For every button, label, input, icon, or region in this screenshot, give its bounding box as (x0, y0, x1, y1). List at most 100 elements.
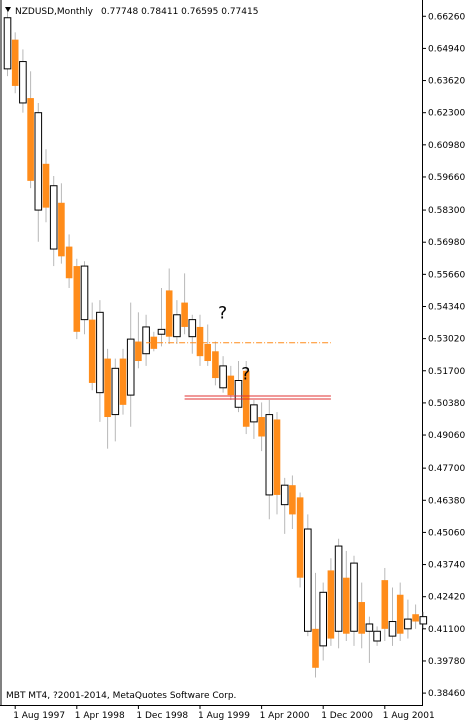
time-tick-label: 1 Dec 1998 (136, 711, 188, 721)
price-tick-label: 0.53020 (428, 335, 465, 345)
candle (119, 348, 127, 415)
bear-candle-body (196, 326, 204, 357)
time-tick-label: 1 Aug 1999 (198, 711, 250, 721)
candle (11, 32, 19, 94)
bear-candle-body (204, 343, 211, 362)
candle (258, 402, 265, 452)
levels-layer (146, 342, 331, 400)
price-tick-label: 0.45060 (428, 528, 465, 538)
bear-candle-body (296, 497, 304, 578)
bear-candle-body (165, 290, 173, 337)
candle (196, 314, 204, 366)
copyright-label: MBT MT4, ?2001-2014, MetaQuotes Software… (6, 691, 236, 701)
candle (19, 49, 27, 113)
bull-candle-body (319, 591, 327, 647)
time-tick-label: 1 Aug 1997 (13, 711, 65, 721)
bull-candle-body (49, 185, 58, 250)
candle (104, 348, 111, 449)
price-tick-label: 0.51700 (428, 367, 465, 377)
candle (150, 331, 158, 352)
price-tick-label: 0.47700 (428, 464, 465, 474)
bear-candle-body (289, 485, 296, 515)
candle (49, 175, 58, 267)
candle (234, 361, 243, 413)
bull-candle-body (126, 338, 135, 396)
annotations-layer: ?? (218, 303, 250, 384)
question-mark-annotation[interactable]: ? (241, 364, 250, 384)
bear-candle-body (358, 602, 365, 634)
candle (173, 300, 181, 344)
price-tick-label: 0.54340 (428, 302, 465, 312)
price-tick-label: 0.50380 (428, 399, 465, 409)
candle (3, 8, 12, 77)
price-tick-label: 0.56980 (428, 238, 465, 248)
candle (165, 268, 173, 344)
price-tick-label: 0.43740 (428, 561, 465, 571)
candle (419, 611, 428, 629)
candle (358, 582, 365, 649)
candle (80, 261, 89, 335)
bear-candle-body (65, 246, 73, 279)
bear-candle-body (327, 570, 335, 639)
bear-candle-body (150, 336, 158, 349)
candle (296, 492, 304, 588)
candle (388, 587, 397, 646)
candle (111, 358, 120, 442)
price-tick-label: 0.60980 (428, 141, 465, 151)
candle (157, 287, 166, 347)
candle (289, 475, 296, 530)
price-tick-label: 0.42420 (428, 593, 465, 603)
candle (273, 412, 281, 515)
bull-candle-body (188, 319, 197, 338)
bear-candle-body (273, 419, 281, 495)
candle (88, 302, 96, 391)
candle (181, 273, 188, 335)
triangle-down-icon[interactable] (5, 7, 11, 12)
bear-candle-body (343, 577, 350, 634)
candle (327, 558, 335, 646)
candle (312, 572, 319, 678)
bull-candle-body (388, 621, 397, 637)
time-tick-label: 1 Apr 1998 (75, 711, 125, 721)
bear-candle-body (135, 341, 142, 362)
candle (280, 477, 289, 534)
bear-candle-body (119, 358, 127, 405)
price-tick-label: 0.58300 (428, 206, 465, 216)
candle (65, 234, 73, 288)
bear-candle-body (181, 302, 188, 327)
bear-candle-body (58, 202, 65, 257)
question-mark-annotation[interactable]: ? (218, 303, 227, 323)
candle (34, 102, 43, 242)
candle (304, 514, 312, 637)
candle (212, 341, 219, 386)
price-tick-label: 0.49060 (428, 431, 465, 441)
time-tick-label: 1 Apr 2000 (260, 711, 310, 721)
symbol-label: NZDUSD,Monthly (15, 7, 94, 17)
bull-candle-body (265, 414, 274, 496)
bull-candle-body (373, 630, 381, 642)
bull-candle-body (157, 328, 166, 335)
bull-candle-body (111, 367, 120, 416)
bull-candle-body (80, 265, 89, 321)
bull-candle-body (19, 61, 27, 104)
bear-candle-body (227, 375, 235, 396)
price-tick-label: 0.41100 (428, 625, 465, 635)
ohlc-label: 0.77748 0.78411 0.76595 0.77415 (101, 7, 258, 17)
bear-candle-body (104, 358, 111, 418)
price-tick-label: 0.63620 (428, 77, 465, 87)
candle (135, 312, 142, 369)
bull-candle-body (304, 528, 312, 632)
price-tick-label: 0.46380 (428, 496, 465, 506)
bull-candle-body (142, 326, 150, 355)
bull-candle-body (404, 618, 412, 630)
candle (27, 71, 34, 189)
bull-candle-body (34, 112, 43, 211)
price-tick-label: 0.59660 (428, 173, 465, 183)
bear-candle-body (212, 351, 219, 379)
bull-candle-body (219, 365, 227, 389)
bull-candle-body (3, 17, 12, 70)
price-axis: 0.66260 0.64940 0.63620 0.62300 0.60980 0.596… (422, 12, 465, 699)
bull-candle-body (334, 545, 343, 632)
